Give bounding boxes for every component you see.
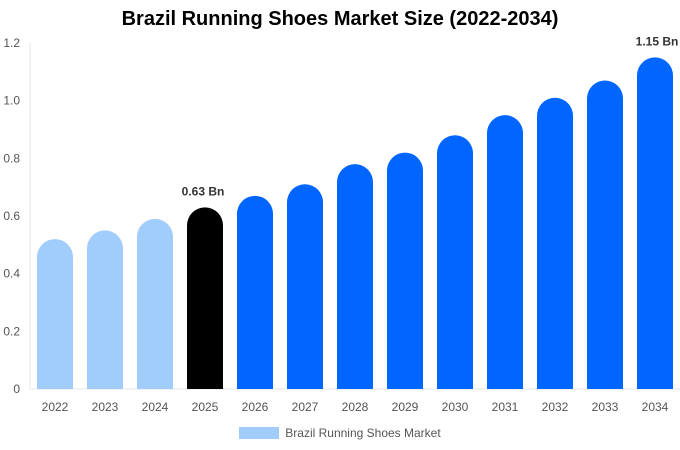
x-tick-label: 2033	[592, 400, 619, 414]
bar-2027	[287, 184, 323, 389]
x-tick-label: 2022	[42, 400, 69, 414]
x-tick-label: 2032	[542, 400, 569, 414]
bar-2030	[437, 135, 473, 389]
x-tick-label: 2026	[242, 400, 269, 414]
y-tick-label: 0.8	[3, 151, 20, 165]
bar-2023	[87, 230, 123, 389]
y-tick-label: 0.6	[3, 209, 20, 223]
y-tick-label: 1.2	[3, 36, 20, 50]
x-tick-label: 2023	[92, 400, 119, 414]
legend-swatch	[239, 427, 280, 439]
x-tick-label: 2031	[492, 400, 519, 414]
legend: Brazil Running Shoes Market	[0, 426, 680, 440]
x-tick-label: 2027	[292, 400, 319, 414]
legend-label: Brazil Running Shoes Market	[285, 426, 441, 440]
bar-2024	[137, 218, 173, 389]
y-tick-label: 0	[13, 382, 20, 396]
x-tick-label: 2024	[142, 400, 169, 414]
bar-2026	[237, 195, 273, 389]
y-tick-label: 1.0	[3, 94, 20, 108]
y-tick-label: 0.2	[3, 324, 20, 338]
bar-2031	[487, 115, 523, 390]
bar-2029	[387, 152, 423, 389]
x-tick-label: 2034	[642, 400, 669, 414]
y-tick-label: 0.4	[3, 267, 20, 281]
x-tick-label: 2030	[442, 400, 469, 414]
x-tick-label: 2029	[392, 400, 419, 414]
bar-2034	[637, 57, 673, 390]
data-label: 1.15 Bn	[636, 34, 679, 48]
x-tick-label: 2028	[342, 400, 369, 414]
bar-2022	[37, 239, 73, 389]
bar-2032	[537, 97, 573, 390]
bar-2025	[187, 207, 223, 389]
bar-2033	[587, 80, 623, 389]
chart-title: Brazil Running Shoes Market Size (2022-2…	[121, 8, 559, 30]
bar-2028	[337, 164, 373, 389]
data-label: 0.63 Bn	[182, 184, 225, 198]
x-tick-label: 2025	[192, 400, 219, 414]
